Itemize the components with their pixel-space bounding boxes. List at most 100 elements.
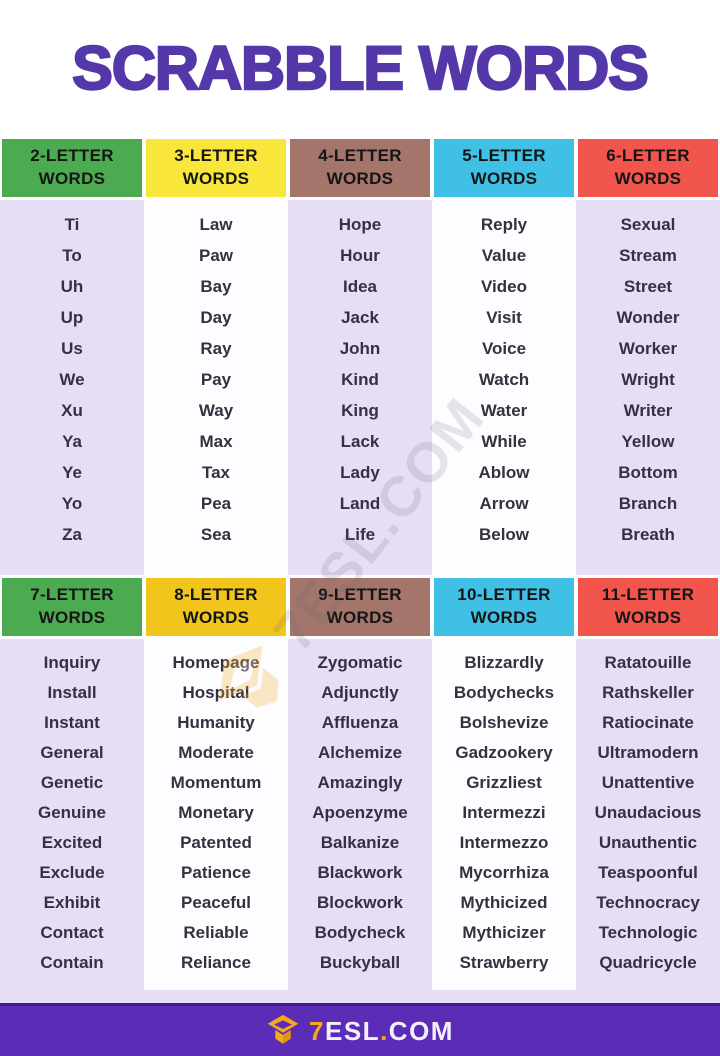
column-header-6-letter: 6-LETTER WORDS bbox=[578, 139, 718, 197]
column-header-label: 10-LETTER bbox=[457, 585, 551, 605]
body-row-section-2: Inquiry Install Instant General Genetic Genui… bbox=[0, 639, 720, 990]
column-header-9-letter: 9-LETTER WORDS bbox=[290, 578, 430, 636]
word-item: Ratiocinate bbox=[602, 713, 694, 732]
word-item: Us bbox=[61, 338, 83, 358]
word-item: Hospital bbox=[182, 683, 250, 702]
word-item: Bodycheck bbox=[314, 923, 406, 942]
word-item: Ray bbox=[200, 338, 232, 358]
word-item: Balkanize bbox=[320, 833, 400, 852]
column-header-sublabel: WORDS bbox=[326, 608, 394, 627]
word-item: Yellow bbox=[621, 431, 675, 451]
column-header-10-letter: 10-LETTER WORDS bbox=[434, 578, 574, 636]
column-header-4-letter: 4-LETTER WORDS bbox=[290, 139, 430, 197]
word-grid: 2-LETTER WORDS 3-LETTER WORDS 4-LETTER WORDS 5… bbox=[0, 136, 720, 990]
word-item: Worker bbox=[618, 338, 678, 358]
word-item: Idea bbox=[342, 276, 378, 296]
7esl-graduation-cap-icon bbox=[267, 1014, 299, 1044]
column-header-label: 4-LETTER bbox=[318, 146, 402, 166]
word-item: Gadzookery bbox=[455, 743, 553, 762]
word-item: King bbox=[341, 400, 379, 420]
word-item: Peaceful bbox=[181, 893, 251, 912]
word-item: Reliance bbox=[181, 953, 251, 972]
word-item: Apoenzyme bbox=[312, 803, 408, 822]
column-header-sublabel: WORDS bbox=[614, 169, 682, 188]
word-column-3-letter: Law Paw Bay Day Ray Pay Way Max Tax Pea Sea bbox=[144, 200, 288, 575]
word-item: Rathskeller bbox=[602, 683, 694, 702]
word-item: We bbox=[59, 369, 85, 389]
word-item: Alchemize bbox=[317, 743, 403, 762]
word-item: Monetary bbox=[178, 803, 254, 822]
column-header-label: 6-LETTER bbox=[606, 146, 690, 166]
word-item: Uh bbox=[60, 276, 84, 296]
word-item: To bbox=[62, 245, 82, 265]
bottom-strip bbox=[0, 990, 720, 1003]
word-item: Quadricycle bbox=[599, 953, 697, 972]
header-row-section-2: 7-LETTER WORDS 8-LETTER WORDS 9-LETTER WORDS 1… bbox=[0, 575, 720, 639]
word-item: Bay bbox=[200, 276, 232, 296]
word-item: Mycorrhiza bbox=[459, 863, 549, 882]
title-area: SCRABBLE WORDS bbox=[0, 0, 720, 136]
column-header-sublabel: WORDS bbox=[182, 169, 250, 188]
word-item: Exclude bbox=[39, 863, 105, 882]
word-column-4-letter: Hope Hour Idea Jack John Kind King Lack Lady Land… bbox=[288, 200, 432, 575]
word-item: Mythicizer bbox=[462, 923, 546, 942]
brand-wordmark: 7ESL.COM bbox=[309, 1016, 454, 1047]
word-item: Voice bbox=[481, 338, 527, 358]
word-item: Genetic bbox=[40, 773, 104, 792]
word-item: Inquiry bbox=[43, 653, 101, 672]
word-item: Genuine bbox=[37, 803, 106, 822]
word-item: Contain bbox=[40, 953, 104, 972]
word-item: Yo bbox=[61, 493, 83, 513]
word-item: Lack bbox=[340, 431, 380, 451]
header-row-section-1: 2-LETTER WORDS 3-LETTER WORDS 4-LETTER WORDS 5… bbox=[0, 136, 720, 200]
word-item: Writer bbox=[623, 400, 673, 420]
column-header-sublabel: WORDS bbox=[182, 608, 250, 627]
column-header-label: 11-LETTER bbox=[601, 585, 695, 605]
column-header-7-letter: 7-LETTER WORDS bbox=[2, 578, 142, 636]
word-column-9-letter: Zygomatic Adjunctly Affluenza Alchemize Amaz… bbox=[288, 639, 432, 990]
column-header-sublabel: WORDS bbox=[38, 608, 106, 627]
column-header-sublabel: WORDS bbox=[614, 608, 682, 627]
word-item: Reply bbox=[480, 214, 528, 234]
word-item: Grizzliest bbox=[466, 773, 542, 792]
column-header-sublabel: WORDS bbox=[38, 169, 106, 188]
footer: 7ESL.COM bbox=[0, 1003, 720, 1056]
column-header-label: 2-LETTER bbox=[30, 146, 114, 166]
word-column-6-letter: Sexual Stream Street Wonder Worker Wright Writ… bbox=[576, 200, 720, 575]
word-item: Jack bbox=[341, 307, 379, 327]
word-item: Video bbox=[481, 276, 527, 296]
word-item: Teaspoonful bbox=[598, 863, 698, 882]
column-header-label: 7-LETTER bbox=[30, 585, 114, 605]
word-item: Ultramodern bbox=[597, 743, 699, 762]
word-item: Adjunctly bbox=[321, 683, 399, 702]
word-item: Sea bbox=[200, 524, 232, 544]
brand-7: 7 bbox=[309, 1015, 325, 1046]
word-item: Life bbox=[344, 524, 376, 544]
word-item: Patented bbox=[180, 833, 252, 852]
word-item: Lady bbox=[340, 462, 380, 482]
word-item: Amazingly bbox=[317, 773, 403, 792]
body-row-section-1: Ti To Uh Up Us We Xu Ya Ye Yo Za Law Paw Bay Day Ray Pay… bbox=[0, 200, 720, 575]
word-item: Pea bbox=[200, 493, 232, 513]
word-item: Intermezzi bbox=[462, 803, 546, 822]
word-item: Bottom bbox=[618, 462, 678, 482]
word-item: Excited bbox=[41, 833, 103, 852]
word-item: Ye bbox=[62, 462, 82, 482]
word-item: Za bbox=[62, 524, 82, 544]
word-item: Strawberry bbox=[459, 953, 549, 972]
word-item: Max bbox=[199, 431, 233, 451]
word-item: Technologic bbox=[598, 923, 698, 942]
column-header-label: 9-LETTER bbox=[318, 585, 402, 605]
word-column-8-letter: Homepage Hospital Humanity Moderate Momentum… bbox=[144, 639, 288, 990]
word-item: Bodychecks bbox=[453, 683, 555, 702]
word-item: Value bbox=[481, 245, 527, 265]
column-header-2-letter: 2-LETTER WORDS bbox=[2, 139, 142, 197]
word-item: Ya bbox=[62, 431, 82, 451]
word-column-10-letter: Blizzardly Bodychecks Bolshevize Gadzookery… bbox=[432, 639, 576, 990]
word-item: Ablow bbox=[478, 462, 530, 482]
word-item: Bolshevize bbox=[459, 713, 549, 732]
word-item: Intermezzo bbox=[459, 833, 549, 852]
word-item: Homepage bbox=[172, 653, 260, 672]
page-title: SCRABBLE WORDS bbox=[71, 33, 650, 103]
word-item: Blockwork bbox=[317, 893, 403, 912]
